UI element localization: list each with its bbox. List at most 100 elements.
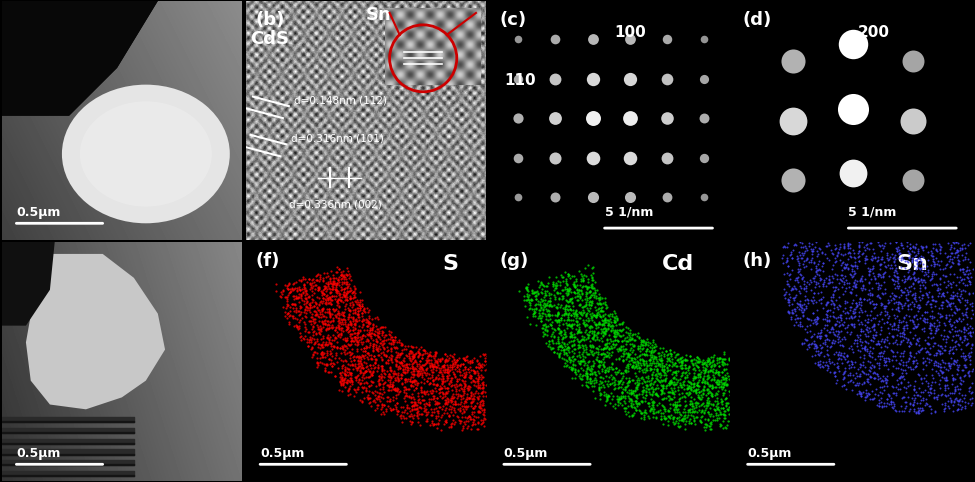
Point xyxy=(374,400,390,407)
Point xyxy=(303,336,319,344)
Point xyxy=(886,284,902,292)
Point xyxy=(581,301,597,309)
Point xyxy=(930,261,946,268)
Point xyxy=(957,287,973,295)
Point xyxy=(320,361,335,368)
Point xyxy=(931,304,947,311)
Point xyxy=(907,276,922,284)
Point xyxy=(815,268,831,275)
Point xyxy=(699,423,715,430)
Point xyxy=(309,310,325,318)
Point xyxy=(942,264,957,271)
Point xyxy=(618,383,634,390)
Point xyxy=(704,384,720,392)
Point xyxy=(586,332,602,340)
Point xyxy=(938,321,954,329)
Point xyxy=(803,296,819,304)
Point xyxy=(327,326,342,334)
Point xyxy=(715,375,730,383)
Point xyxy=(594,306,609,314)
Point xyxy=(371,376,387,384)
Point xyxy=(534,324,550,332)
Point xyxy=(650,348,666,356)
Point xyxy=(350,364,366,372)
Point xyxy=(921,344,937,352)
Point xyxy=(534,309,550,317)
Point xyxy=(304,276,320,284)
Point xyxy=(717,350,732,358)
Point xyxy=(833,261,848,269)
Point xyxy=(316,305,332,313)
Point xyxy=(629,376,644,384)
Point xyxy=(305,323,321,331)
Point xyxy=(354,360,370,368)
Point xyxy=(695,356,711,364)
Point xyxy=(576,271,592,279)
Point xyxy=(825,291,840,298)
Point xyxy=(475,379,490,387)
Point xyxy=(900,378,916,386)
Point xyxy=(625,342,641,349)
Point xyxy=(473,401,488,408)
Point xyxy=(811,257,827,265)
Point xyxy=(440,375,455,382)
Point xyxy=(600,316,615,323)
Point xyxy=(575,352,591,360)
Point xyxy=(624,398,640,405)
Point xyxy=(581,294,597,302)
Point xyxy=(655,367,671,375)
Point xyxy=(390,377,406,385)
Point xyxy=(283,311,298,319)
Point xyxy=(781,298,797,306)
Point xyxy=(381,340,397,348)
Point xyxy=(783,249,799,256)
Point xyxy=(343,358,359,365)
Point xyxy=(929,393,945,401)
Point xyxy=(706,362,722,369)
Point xyxy=(560,324,575,332)
Point xyxy=(417,406,433,414)
Point xyxy=(296,281,312,289)
Point xyxy=(926,351,942,359)
Point xyxy=(370,333,386,341)
Point xyxy=(563,365,578,373)
Point xyxy=(560,281,575,289)
Point xyxy=(310,337,326,345)
Point xyxy=(292,310,308,318)
Point xyxy=(544,324,560,332)
Point xyxy=(791,254,806,262)
Point xyxy=(689,353,705,361)
Point xyxy=(585,323,601,331)
Point xyxy=(674,382,689,389)
Point xyxy=(683,393,699,401)
Point xyxy=(609,326,625,334)
Point xyxy=(597,377,612,385)
Point xyxy=(859,377,875,385)
Point xyxy=(556,310,571,318)
Point xyxy=(552,295,567,303)
Point xyxy=(341,270,357,278)
Point xyxy=(812,357,828,365)
Point xyxy=(859,347,875,354)
Point xyxy=(362,339,377,347)
Point xyxy=(386,370,402,378)
Point xyxy=(573,277,589,285)
Point xyxy=(909,362,924,370)
Point xyxy=(617,394,633,402)
Point xyxy=(796,300,811,308)
Point xyxy=(692,408,708,416)
Point xyxy=(943,283,958,291)
Point xyxy=(644,399,660,406)
Point xyxy=(865,245,880,253)
Point xyxy=(624,335,640,342)
Point xyxy=(653,386,669,394)
Point xyxy=(871,339,886,347)
Point xyxy=(575,355,591,363)
Point xyxy=(918,315,934,323)
Point xyxy=(901,407,916,415)
Point xyxy=(828,244,843,252)
Point xyxy=(281,318,296,326)
Point xyxy=(706,416,722,424)
Point xyxy=(535,301,551,308)
Point xyxy=(605,402,621,410)
